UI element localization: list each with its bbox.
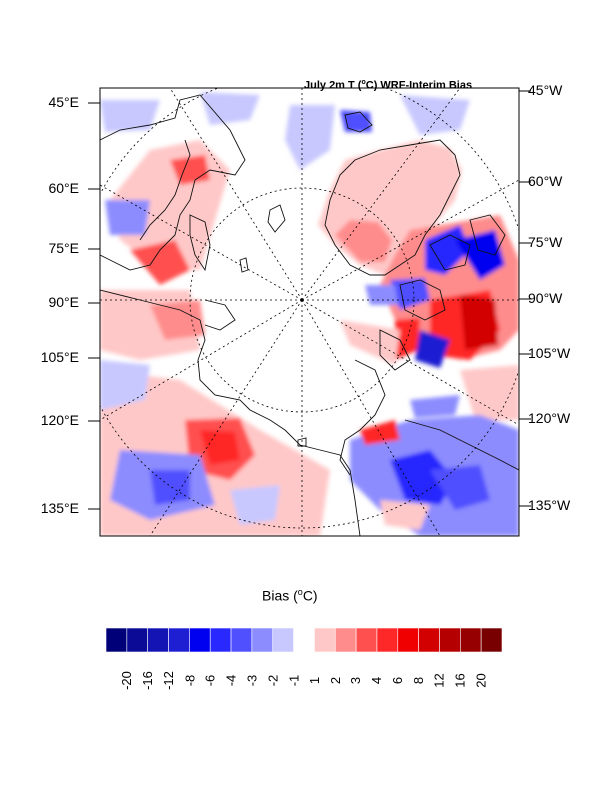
bias-field (100, 92, 519, 536)
colorbar-tick-label: 8 (411, 676, 427, 684)
right-label-45w: 45°W (528, 82, 563, 98)
colorbar-tick-label: -3 (244, 674, 260, 686)
colorbar-tick-label: 2 (327, 676, 343, 684)
colorbar-box (230, 628, 253, 652)
colorbar-tick-label: -6 (202, 674, 218, 686)
colorbar-box (418, 628, 440, 652)
colorbar-tick-label: -8 (181, 674, 197, 686)
colorbar-box (209, 628, 232, 652)
right-label-60w: 60°W (528, 173, 563, 189)
colorbar-tick-label: -12 (160, 670, 176, 690)
colorbar-box (272, 628, 294, 652)
colorbar-box (147, 628, 169, 652)
colorbar-box (293, 628, 315, 652)
left-label-105e: 105°E (40, 349, 79, 365)
colorbar-box (106, 628, 128, 652)
colorbar-tick-label: 20 (473, 672, 489, 688)
map-title: July 2m T (oC) WRF-Interim Bias (304, 79, 473, 92)
colorbar-tick-label: 6 (390, 676, 406, 684)
coastlines (100, 94, 519, 536)
left-label-120e: 120°E (40, 412, 79, 428)
right-label-75w: 75°W (528, 234, 563, 250)
right-label-135w: 135°W (528, 497, 571, 513)
colorbar-tick-label: 16 (452, 672, 468, 688)
colorbar-box (314, 628, 336, 652)
colorbar-box (334, 628, 357, 652)
right-label-105w: 105°W (528, 345, 571, 361)
colorbar-tick-label: -1 (286, 674, 302, 686)
colorbar-tick-label: -16 (140, 670, 156, 690)
colorbar-title: Bias (oC) (262, 587, 318, 604)
colorbar-tick-label: -2 (265, 674, 281, 686)
colorbar-box (439, 628, 461, 652)
colorbar-box (397, 628, 419, 652)
left-label-75e: 75°E (48, 240, 79, 256)
colorbar-box (480, 628, 502, 652)
axis-ticks (88, 90, 531, 510)
colorbar-tick-label: 4 (369, 676, 385, 684)
colorbar-tick-label: 1 (306, 676, 322, 684)
colorbar-box (355, 628, 378, 652)
left-label-90e: 90°E (48, 294, 79, 310)
colorbar-box (189, 628, 211, 652)
colorbar-box (376, 628, 399, 652)
colorbar-tick-label: 12 (432, 672, 447, 688)
colorbar-box (460, 628, 482, 652)
colorbar-box (168, 628, 190, 652)
colorbar-tick-label: 3 (348, 676, 364, 684)
colorbar-box (251, 628, 274, 652)
colorbar-tick-label: -4 (223, 674, 239, 686)
colorbar-box (126, 628, 148, 652)
map-frame (99, 87, 520, 537)
graticule (100, 88, 519, 536)
left-label-45e: 45°E (48, 94, 79, 110)
right-label-120w: 120°W (528, 410, 571, 426)
left-label-60e: 60°E (48, 180, 79, 196)
right-label-90w: 90°W (528, 290, 563, 306)
colorbar (106, 628, 502, 652)
colorbar-tick-label: -20 (119, 670, 135, 690)
left-label-135e: 135°E (40, 500, 79, 516)
